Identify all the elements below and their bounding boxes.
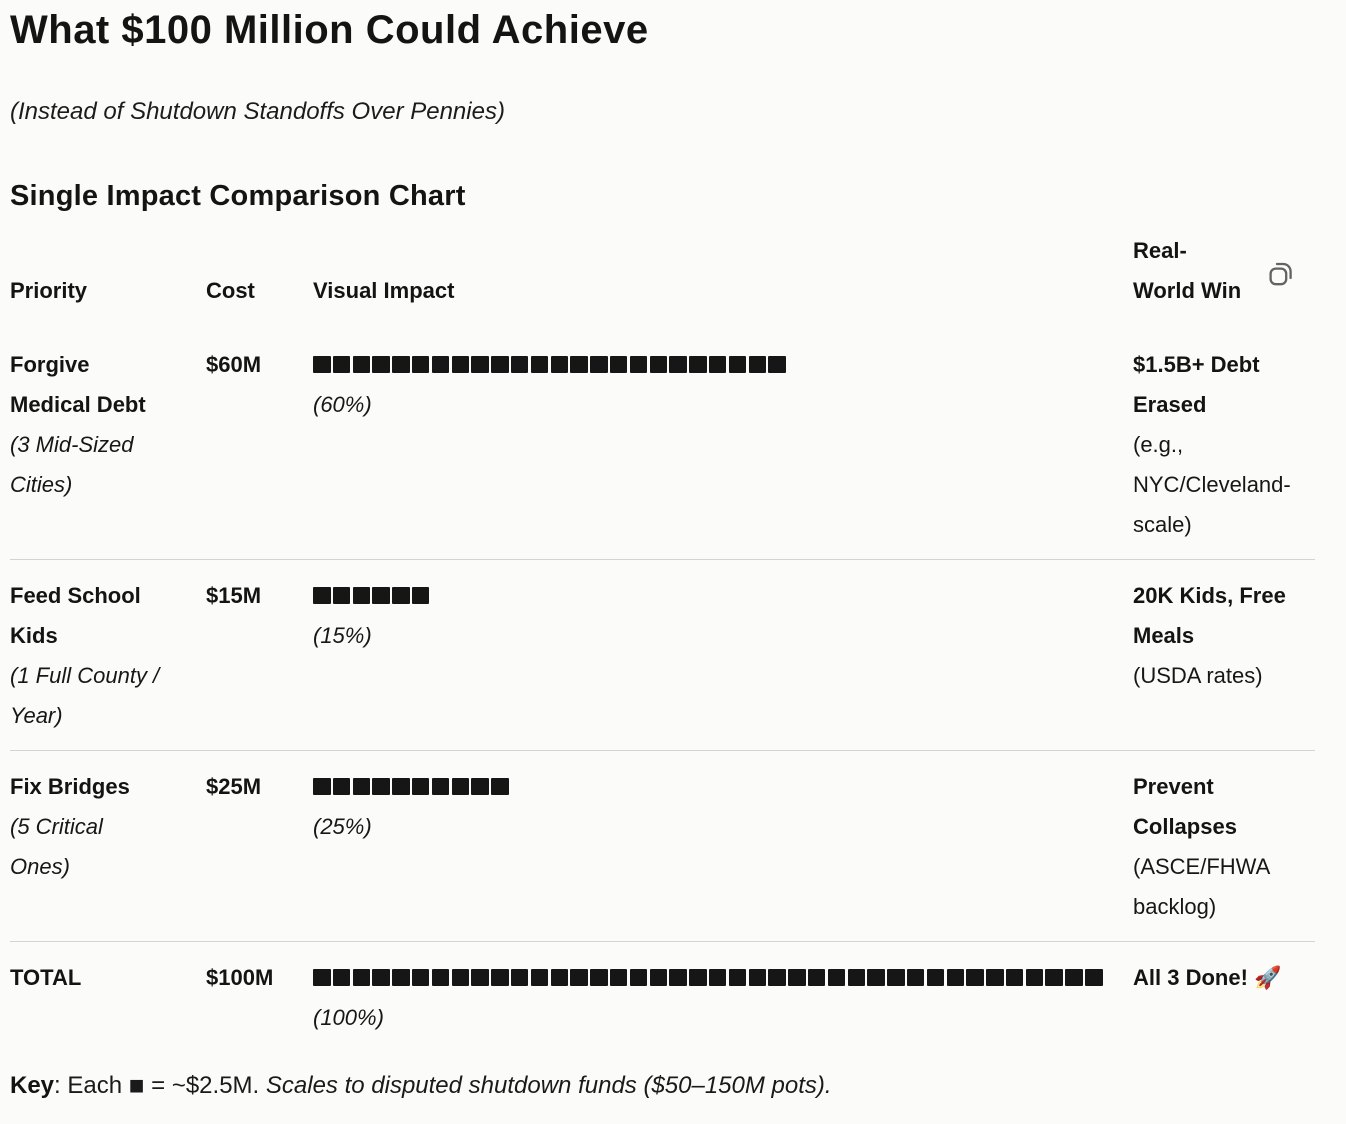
win-cell: Prevent Collapses (ASCE/FHWA backlog) — [1133, 749, 1315, 942]
impact-bar — [313, 767, 1125, 807]
cost-cell: $25M — [206, 749, 313, 942]
priority-title: TOTAL — [10, 964, 82, 990]
priority-title: Feed School Kids — [10, 582, 141, 648]
priority-note: (5 Critical Ones) — [10, 813, 103, 879]
win-note: (e.g., NYC/Cleveland- scale) — [1133, 431, 1291, 537]
column-header-real-world-win: Real- World Win — [1133, 237, 1242, 303]
key-text-before-square: : Each — [54, 1071, 129, 1099]
column-header-priority: Priority — [10, 277, 88, 303]
cost-value: $60M — [206, 351, 262, 377]
win-title: Prevent Collapses — [1133, 773, 1237, 839]
priority-cell: TOTAL — [10, 940, 206, 1052]
black-square-glyph: ■ — [128, 1069, 145, 1100]
table-row-feed-school-kids: Feed School Kids (1 Full County / Year) … — [10, 558, 1315, 751]
cost-cell: $15M — [206, 558, 313, 751]
priority-title: Fix Bridges — [10, 773, 130, 799]
table-row-total: TOTAL $100M (100%) All 3 Done! 🚀 — [10, 940, 1315, 1052]
key-label: Key — [10, 1071, 55, 1099]
impact-bar — [313, 958, 1125, 998]
win-title: $1.5B+ Debt Erased — [1133, 351, 1260, 417]
impact-cell: (15%) — [313, 558, 1133, 751]
priority-title: Forgive Medical Debt — [10, 351, 146, 417]
impact-cell: (60%) — [313, 329, 1133, 560]
win-note: (ASCE/FHWA backlog) — [1133, 853, 1271, 919]
priority-cell: Fix Bridges (5 Critical Ones) — [10, 749, 206, 942]
impact-percent: (60%) — [313, 391, 372, 417]
win-cell: $1.5B+ Debt Erased (e.g., NYC/Cleveland-… — [1133, 329, 1315, 560]
impact-cell: (25%) — [313, 749, 1133, 942]
impact-bar — [313, 345, 1125, 385]
priority-cell: Feed School Kids (1 Full County / Year) — [10, 558, 206, 751]
impact-percent: (100%) — [313, 1004, 384, 1030]
cost-cell: $100M — [206, 940, 313, 1052]
cost-value: $15M — [206, 582, 262, 608]
win-note: (USDA rates) — [1133, 662, 1263, 688]
table-row-fix-bridges: Fix Bridges (5 Critical Ones) $25M (25%)… — [10, 749, 1315, 942]
impact-percent: (25%) — [313, 813, 372, 839]
copy-table-button[interactable] — [1266, 259, 1296, 289]
cost-value: $25M — [206, 773, 262, 799]
column-header-cost: Cost — [206, 277, 255, 303]
table-row-forgive-medical-debt: Forgive Medical Debt (3 Mid-Sized Cities… — [10, 329, 1315, 560]
win-title: All 3 Done! 🚀 — [1133, 964, 1282, 990]
page-subtitle: (Instead of Shutdown Standoffs Over Penn… — [10, 98, 505, 125]
priority-cell: Forgive Medical Debt (3 Mid-Sized Cities… — [10, 329, 206, 560]
priority-note: (3 Mid-Sized Cities) — [10, 431, 134, 497]
copy-icon — [1266, 259, 1296, 289]
impact-bar — [313, 576, 1125, 616]
win-cell: 20K Kids, Free Meals (USDA rates) — [1133, 558, 1315, 751]
document-page: What $100 Million Could Achieve (Instead… — [0, 6, 1346, 1124]
impact-cell: (100%) — [313, 940, 1133, 1052]
legend-key: Key: Each ■ = ~$2.5M. Scales to disputed… — [10, 1068, 1315, 1103]
column-header-visual-impact: Visual Impact — [313, 277, 455, 303]
win-title: 20K Kids, Free Meals — [1133, 582, 1286, 648]
win-cell: All 3 Done! 🚀 — [1133, 940, 1315, 1052]
page-title: What $100 Million Could Achieve — [10, 8, 649, 52]
table-header-row: Priority Cost Visual Impact Real- World … — [10, 231, 1315, 329]
impact-percent: (15%) — [313, 622, 372, 648]
cost-value: $100M — [206, 964, 274, 990]
section-heading: Single Impact Comparison Chart — [10, 180, 466, 213]
key-text-after-square: = ~$2.5M. — [144, 1071, 266, 1099]
cost-cell: $60M — [206, 329, 313, 560]
key-italic-note: Scales to disputed shutdown funds ($50–1… — [265, 1071, 832, 1099]
priority-note: (1 Full County / Year) — [10, 662, 160, 728]
impact-comparison-table: Priority Cost Visual Impact Real- World … — [10, 231, 1315, 1052]
